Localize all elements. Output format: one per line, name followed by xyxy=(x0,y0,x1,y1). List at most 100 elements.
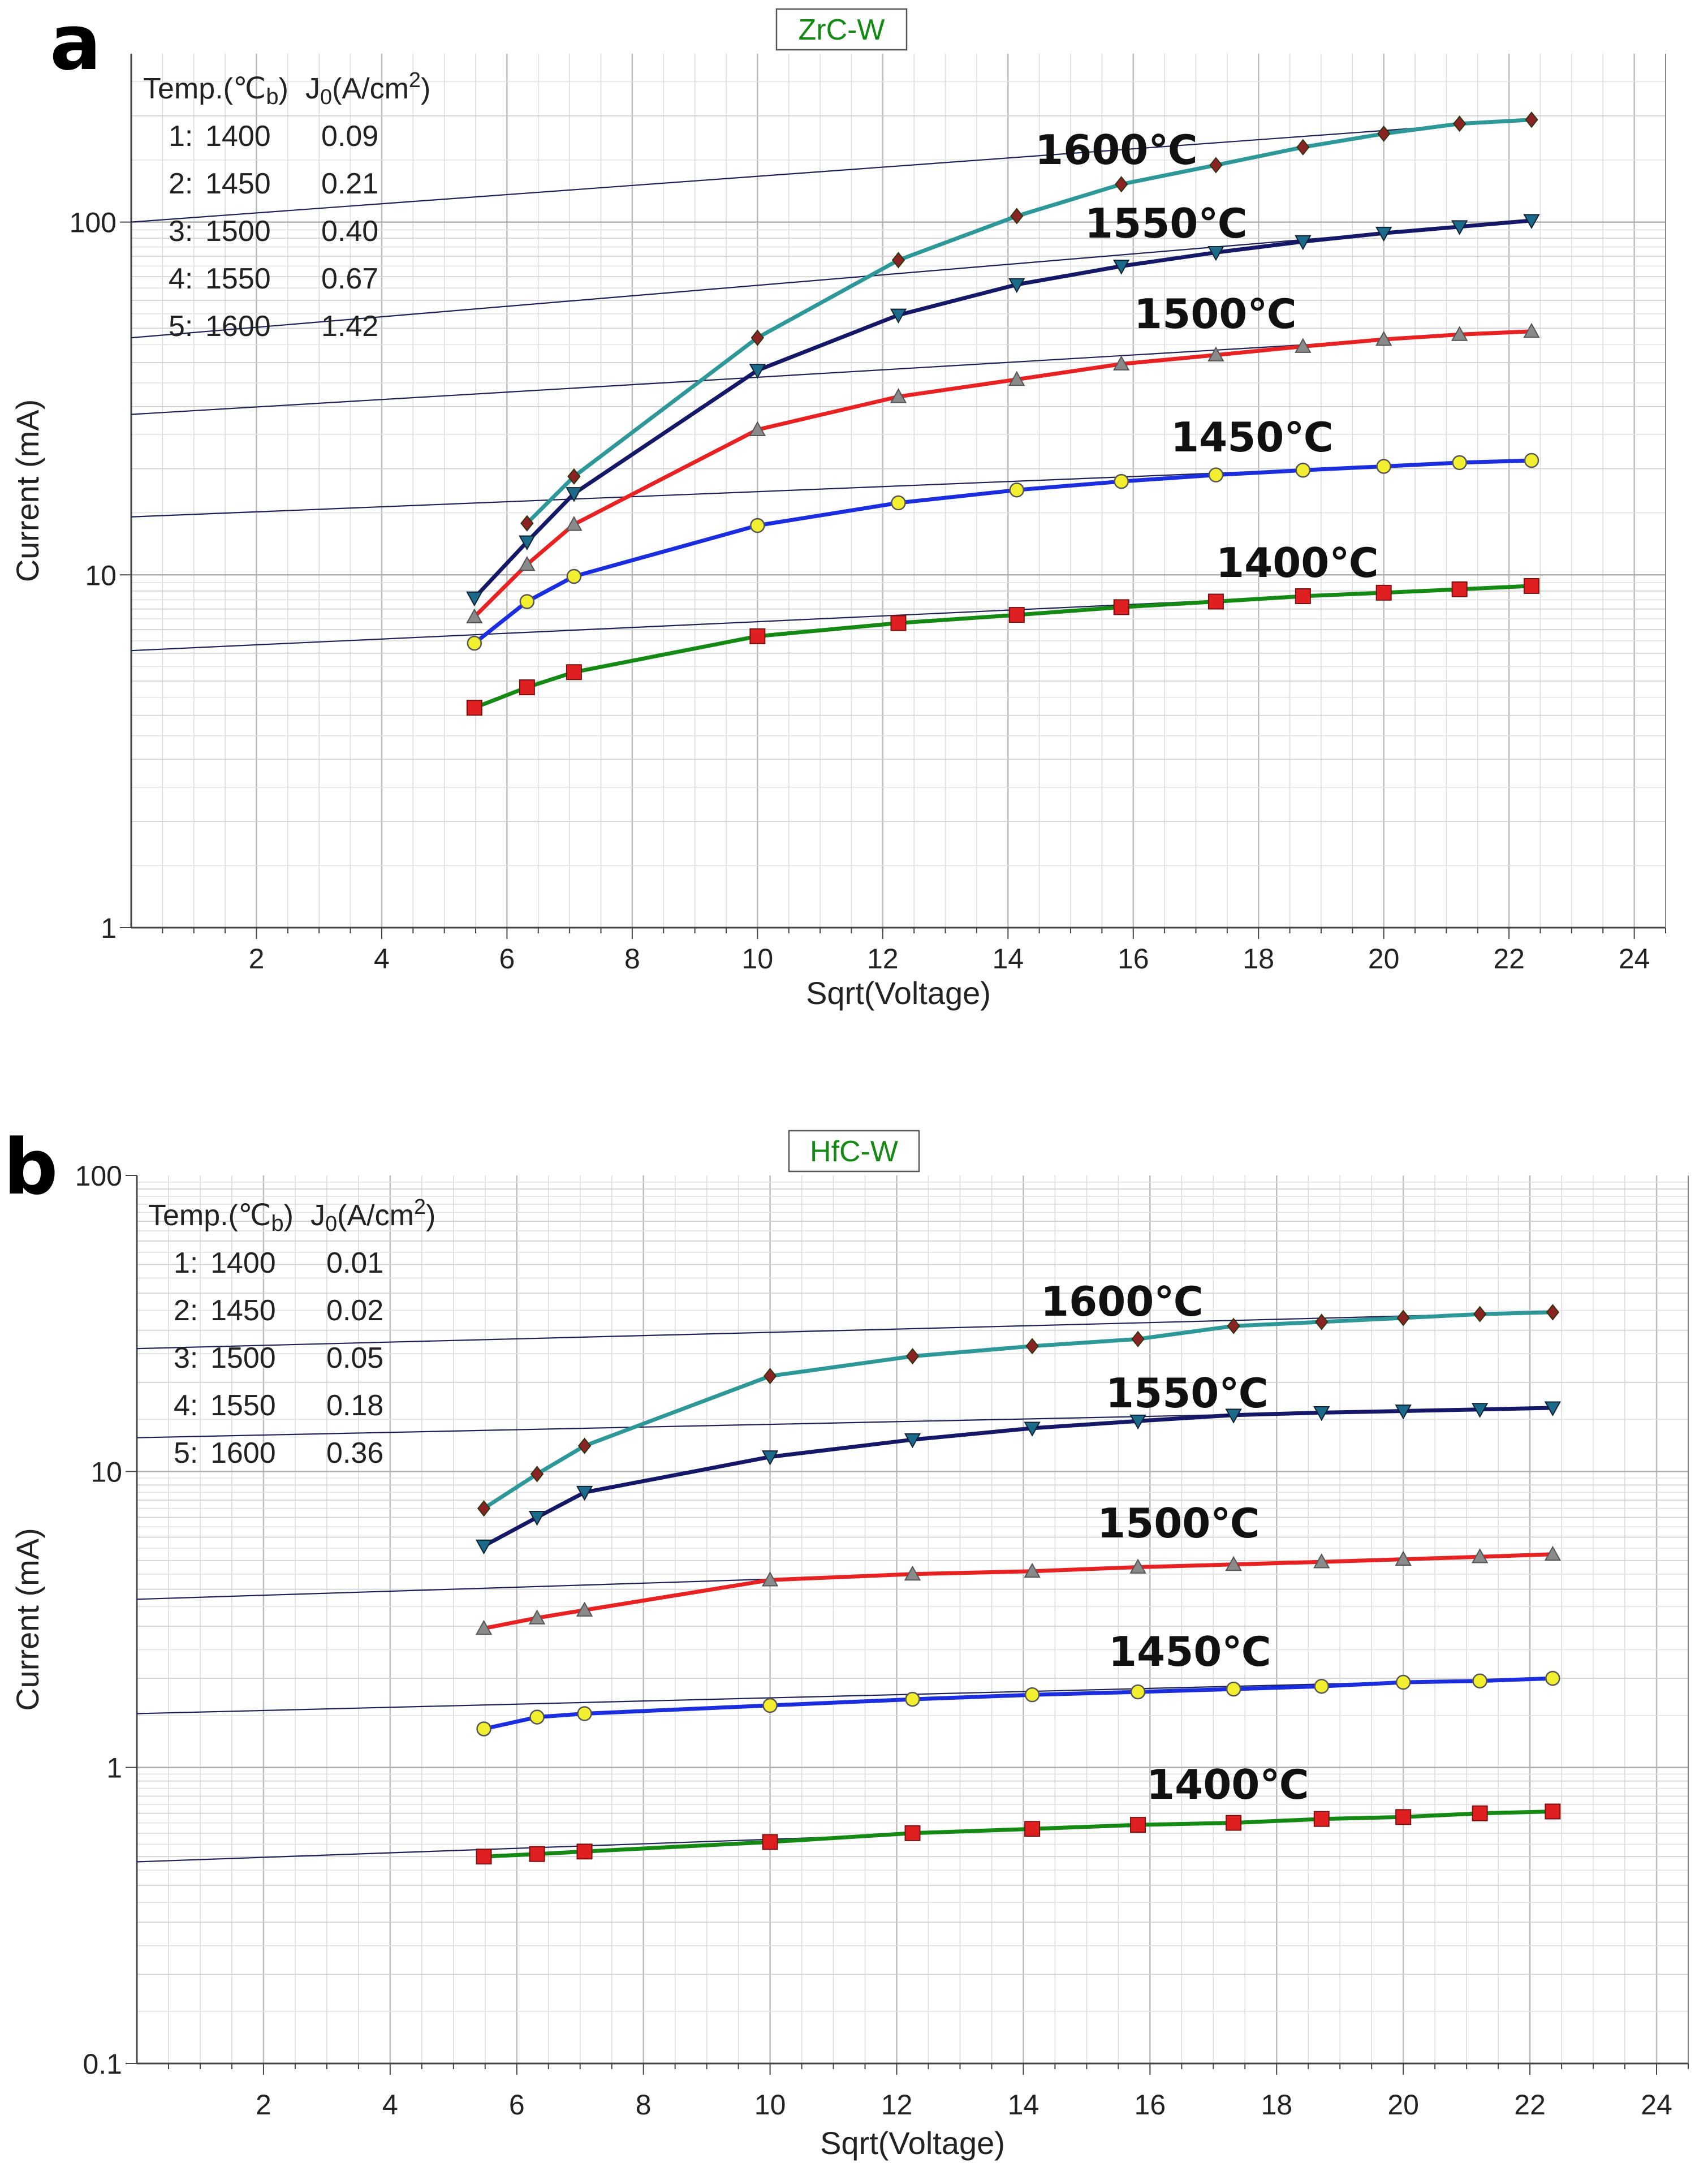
series-label-1400: 1400℃ xyxy=(1146,1761,1309,1808)
marker-1600 xyxy=(1396,1309,1410,1326)
series-line-1500 xyxy=(482,1552,1555,1631)
legend-header-temp-close: ) xyxy=(284,1199,294,1232)
marker-1550 xyxy=(1544,1401,1562,1416)
series-label-1550: 1550℃ xyxy=(1106,1369,1269,1417)
series-line-1450 xyxy=(482,1676,1555,1731)
marker-1550 xyxy=(528,1510,546,1526)
legend-header-j: J0(A/cm2) xyxy=(305,68,430,109)
marker-1450 xyxy=(1024,1687,1040,1703)
marker-1550 xyxy=(1395,1405,1412,1420)
legend-row-temp: 1450 xyxy=(210,1294,276,1327)
marker-1400 xyxy=(466,700,482,716)
marker-1450 xyxy=(566,568,582,584)
legend-header-temp: Temp.(℃b) xyxy=(143,72,288,109)
legend-row-temp: 1600 xyxy=(210,1437,276,1470)
legend-row-j0: 1.42 xyxy=(321,310,378,343)
marker-1550 xyxy=(519,535,536,551)
legend-header-j-sup: 2 xyxy=(409,68,421,92)
marker-1500 xyxy=(1129,1558,1146,1574)
legend-row-j0: 0.09 xyxy=(321,120,378,153)
fit-line-1600 xyxy=(136,1311,1553,1350)
x-tick-label: 6 xyxy=(499,943,515,975)
legend-header-j-sub: 0 xyxy=(325,1212,337,1236)
legend-header-temp: Temp.(℃b) xyxy=(148,1199,294,1236)
chart-title-box xyxy=(775,8,908,51)
legend-row-j0: 0.36 xyxy=(326,1437,383,1470)
series-line-1500 xyxy=(472,329,1534,619)
chart-panel-b: 2 4 6 8 10 12 14 16 18 20 22 240.1110100Sqrt(Voltag… xyxy=(10,1130,1689,2161)
legend-row-temp: 1450 xyxy=(205,167,271,200)
marker-1450 xyxy=(1472,1673,1487,1688)
marker-1400 xyxy=(1375,584,1392,601)
grid xyxy=(131,54,1666,928)
legend-row-index: 1: xyxy=(174,1247,198,1279)
legend-header-j-unit: (A/cm xyxy=(337,1199,414,1232)
marker-1500 xyxy=(1544,1545,1562,1561)
legend-header-temp-text: Temp.(℃ xyxy=(148,1199,271,1232)
x-tick-label: 6 xyxy=(509,2089,525,2121)
panel-letter-b: b xyxy=(3,1123,58,1212)
x-tick-label: 8 xyxy=(624,943,640,975)
marker-1600 xyxy=(1525,111,1538,128)
marker-1450 xyxy=(750,518,765,533)
x-tick-label: 20 xyxy=(1387,2089,1419,2121)
marker-1400 xyxy=(519,679,535,696)
marker-1500 xyxy=(528,1609,546,1625)
marker-1550 xyxy=(1451,220,1468,235)
marker-1550 xyxy=(1471,1403,1489,1418)
marker-1600 xyxy=(1315,1313,1329,1330)
marker-1600 xyxy=(1025,1338,1039,1355)
marker-1550 xyxy=(1207,245,1224,261)
marker-1450 xyxy=(1208,467,1224,482)
marker-1400 xyxy=(1130,1817,1146,1833)
marker-1400 xyxy=(1024,1821,1041,1837)
series-label-1550: 1550℃ xyxy=(1085,200,1248,247)
marker-1600 xyxy=(567,468,581,485)
marker-1500 xyxy=(749,421,766,436)
marker-1400 xyxy=(1008,607,1025,623)
legend-row-j0: 0.05 xyxy=(326,1342,383,1375)
series-line-1450 xyxy=(472,458,1534,645)
legend-row-temp: 1400 xyxy=(205,120,271,153)
legend-row-j0: 0.01 xyxy=(326,1247,383,1279)
marker-1450 xyxy=(467,635,482,651)
marker-1500 xyxy=(1295,338,1312,353)
panel-letter-a: a xyxy=(50,0,101,87)
marker-1600 xyxy=(891,252,905,269)
legend-row-temp: 1600 xyxy=(205,310,271,343)
legend-row-temp: 1400 xyxy=(210,1247,276,1279)
marker-1400 xyxy=(1545,1803,1561,1820)
legend-row-index: 3: xyxy=(174,1342,198,1375)
x-tick-label: 4 xyxy=(382,2089,398,2121)
x-tick-label: 2 xyxy=(256,2089,271,2121)
legend-row-index: 4: xyxy=(169,262,193,295)
marker-1600 xyxy=(577,1437,592,1454)
x-axis-label: Sqrt(Voltage) xyxy=(806,975,991,1011)
legend-row-temp: 1550 xyxy=(210,1389,276,1422)
legend-header-j: J0(A/cm2) xyxy=(310,1195,435,1236)
marker-1500 xyxy=(1024,1562,1041,1578)
x-tick-label: 18 xyxy=(1261,2089,1292,2121)
marker-1450 xyxy=(476,1721,491,1737)
marker-1400 xyxy=(1313,1811,1330,1827)
marker-1550 xyxy=(749,364,766,379)
marker-1400 xyxy=(1295,588,1311,605)
marker-1450 xyxy=(905,1691,920,1707)
series-label-1500: 1500℃ xyxy=(1097,1500,1260,1547)
legend-row-j0: 0.40 xyxy=(321,215,378,248)
y-tick-label: 100 xyxy=(75,1160,122,1192)
y-axis-label: Current (mA) xyxy=(10,399,45,583)
marker-1450 xyxy=(529,1709,545,1725)
legend-row-index: 4: xyxy=(174,1389,198,1422)
series-label-1400: 1400℃ xyxy=(1216,539,1379,587)
marker-1450 xyxy=(762,1698,778,1713)
x-tick-label: 8 xyxy=(636,2089,652,2121)
marker-1600 xyxy=(1546,1304,1560,1321)
marker-1500 xyxy=(761,1571,779,1587)
marker-1500 xyxy=(1523,322,1540,338)
marker-1400 xyxy=(1207,593,1224,610)
marker-1600 xyxy=(1453,115,1467,132)
legend-header-j-letter: J xyxy=(305,72,320,105)
marker-1600 xyxy=(520,515,534,532)
